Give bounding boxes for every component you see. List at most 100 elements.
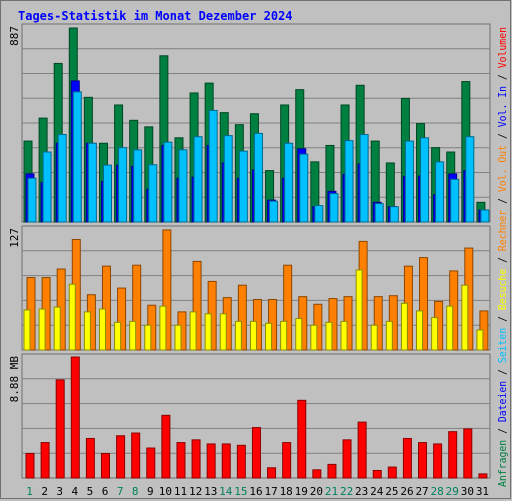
bar-volumen-day-2	[40, 442, 50, 479]
bar-besuche-day-5	[83, 311, 91, 351]
bar-volumen-day-17	[267, 467, 277, 479]
bar-besuche-day-19	[295, 318, 303, 351]
x-tick-label: 12	[189, 485, 202, 498]
legend-vol-in: Vol. In	[496, 86, 509, 127]
x-tick-label: 6	[102, 485, 109, 498]
x-tick-label: 3	[56, 485, 63, 498]
bar-seiten-day-9	[148, 164, 158, 223]
bar-besuche-day-22	[340, 320, 348, 351]
x-tick-label: 17	[264, 485, 277, 498]
bar-seiten-day-16	[253, 132, 263, 223]
bar-seiten-day-12	[193, 136, 203, 223]
bar-seiten-day-26	[404, 140, 414, 223]
legend-seiten: Seiten	[496, 328, 509, 363]
bar-besuche-day-14	[219, 313, 227, 351]
bar-seiten-day-18	[284, 142, 294, 223]
bar-rechner-day-12	[192, 260, 202, 351]
bar-rechner-day-24	[373, 296, 383, 351]
x-tick-label: 1	[26, 485, 33, 498]
x-tick-label: 11	[174, 485, 187, 498]
bar-seiten-day-30	[465, 136, 475, 223]
bar-volumen-day-20	[312, 469, 322, 479]
bar-rechner-day-8	[132, 264, 142, 351]
x-tick-label: 28	[431, 485, 444, 498]
bar-seiten-day-31	[480, 209, 490, 223]
x-tick-label: 25	[385, 485, 398, 498]
bar-besuche-day-11	[174, 324, 182, 351]
bar-besuche-day-3	[53, 306, 61, 351]
series-rechner	[26, 229, 489, 351]
x-tick-label: 18	[280, 485, 293, 498]
legend-besuche: Besuche	[496, 269, 509, 310]
bar-seiten-day-27	[420, 137, 430, 223]
legend-separator: /	[496, 251, 509, 269]
bar-volumen-day-1	[25, 452, 35, 479]
bar-seiten-day-2	[42, 151, 52, 223]
bar-seiten-day-10	[163, 141, 173, 223]
bar-besuche-day-1	[23, 309, 31, 351]
bar-seiten-day-25	[389, 206, 399, 223]
x-tick-label: 30	[461, 485, 474, 498]
x-tick-label: 21	[325, 485, 338, 498]
bar-besuche-day-18	[280, 320, 288, 351]
bar-besuche-day-12	[189, 311, 197, 351]
bar-volumen-day-27	[418, 442, 428, 479]
bar-volumen-day-14	[221, 443, 231, 479]
bar-volumen-day-19	[297, 399, 307, 479]
bar-besuche-day-17	[265, 322, 273, 351]
legend-anfragen: Anfragen	[496, 440, 509, 487]
bar-seiten-day-7	[118, 147, 128, 223]
bar-besuche-day-24	[370, 324, 378, 351]
bar-seiten-day-20	[314, 205, 324, 223]
bar-seiten-day-29	[450, 178, 460, 223]
bar-volumen-day-31	[478, 473, 488, 479]
x-tick-label: 7	[117, 485, 124, 498]
bar-seiten-day-28	[435, 161, 445, 223]
bar-volumen-day-3	[55, 379, 65, 479]
bar-seiten-day-21	[329, 193, 339, 223]
bar-besuche-day-26	[400, 302, 408, 351]
x-tick-label: 8	[132, 485, 139, 498]
x-tick-label: 31	[476, 485, 489, 498]
x-tick-label: 16	[249, 485, 262, 498]
x-tick-label: 15	[234, 485, 247, 498]
bar-seiten-day-11	[178, 149, 188, 223]
legend-separator: /	[496, 363, 509, 381]
bar-volumen-day-15	[236, 444, 246, 479]
legend-separator: /	[496, 422, 509, 440]
bar-besuche-day-9	[144, 324, 152, 351]
x-tick-label: 22	[340, 485, 353, 498]
x-tick-label: 10	[159, 485, 172, 498]
x-tick-label: 2	[41, 485, 48, 498]
bar-besuche-day-28	[431, 317, 439, 351]
bar-seiten-day-8	[133, 149, 143, 223]
bar-volumen-day-24	[372, 470, 382, 479]
x-axis-labels: 1 2 3 4 5 6 7 8 9 10 11 12 13 14 15 16 17 18 19 20 21 22 23 24 2…	[26, 485, 489, 498]
bar-volumen-day-21	[327, 463, 337, 479]
x-tick-label: 4	[72, 485, 79, 498]
bar-besuche-day-8	[129, 320, 137, 351]
bar-besuche-day-25	[385, 320, 393, 351]
x-tick-label: 20	[310, 485, 323, 498]
bar-rechner-day-15	[237, 284, 247, 351]
x-tick-label: 5	[87, 485, 94, 498]
x-tick-label: 23	[355, 485, 368, 498]
bar-seiten-day-14	[223, 135, 233, 223]
bar-volumen-day-10	[161, 414, 171, 479]
x-tick-label: 19	[295, 485, 308, 498]
x-tick-label: 24	[370, 485, 384, 498]
x-tick-label: 9	[147, 485, 154, 498]
bar-rechner-day-6	[101, 265, 111, 351]
bar-besuche-day-15	[234, 320, 242, 351]
legend-separator: /	[496, 192, 509, 210]
bar-besuche-day-29	[446, 305, 454, 351]
panel-requests: 887	[8, 23, 491, 223]
legend-text: Anfragen / Dateien / Seiten / Besuche / …	[496, 27, 509, 487]
bar-besuche-day-31	[476, 329, 484, 351]
legend-separator: /	[496, 127, 509, 145]
series-volumen	[25, 356, 488, 479]
bar-volumen-day-5	[85, 437, 95, 479]
x-tick-label: 27	[415, 485, 428, 498]
